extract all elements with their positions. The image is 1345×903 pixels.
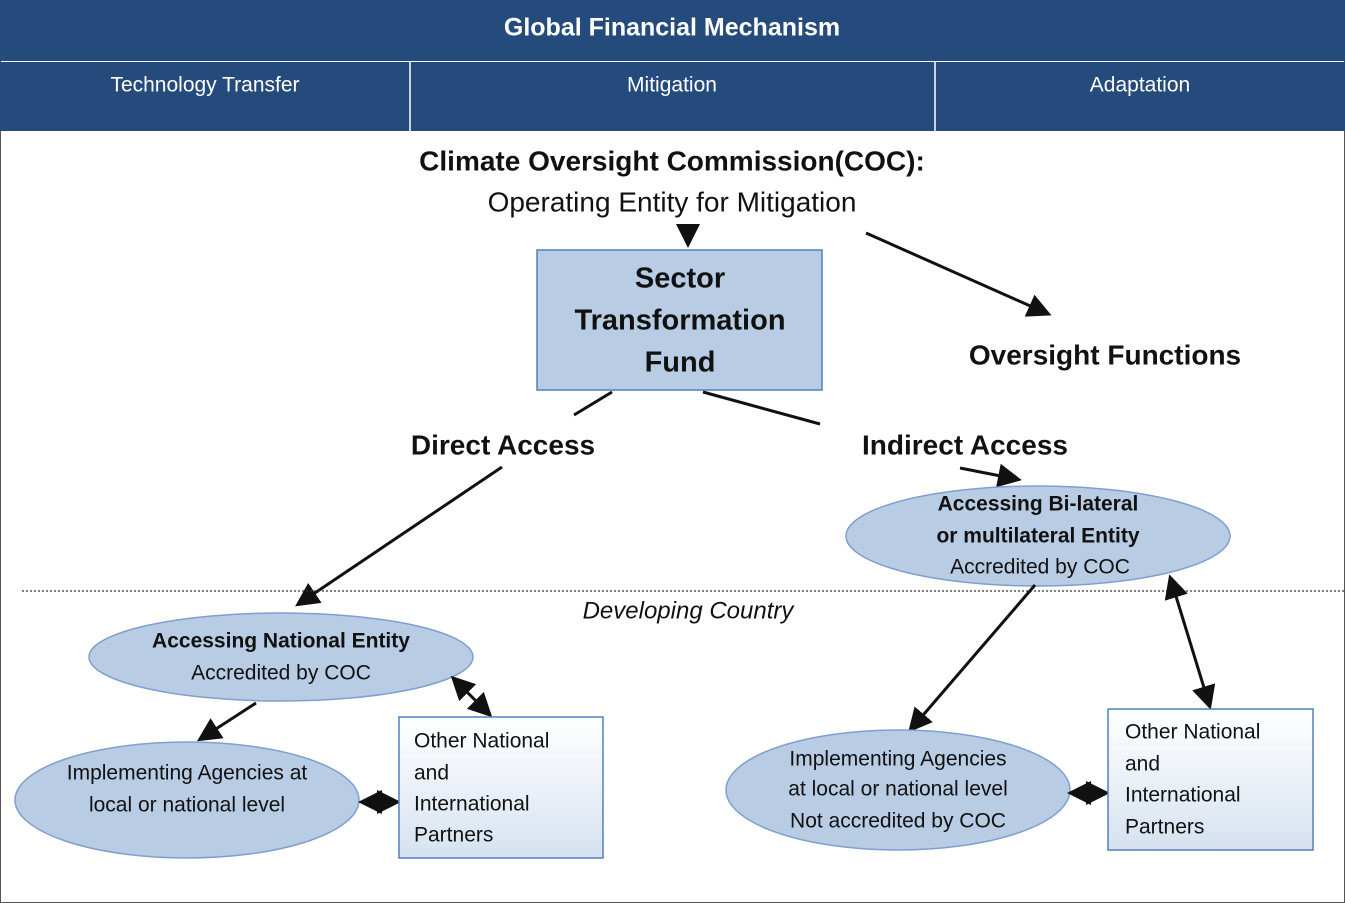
- double-arrow: [450, 675, 493, 718]
- coc-title: Climate Oversight Commission(COC):: [419, 145, 925, 176]
- fund-label: Transformation: [574, 305, 785, 337]
- bilateral-entity: [845, 485, 1231, 587]
- partners-label: Other National: [1125, 721, 1260, 744]
- partners-label: International: [1125, 784, 1241, 807]
- header-bar: [0, 0, 1345, 61]
- fund-label: Fund: [645, 347, 716, 379]
- entity-title: Accessing National Entity: [152, 630, 410, 653]
- entity-note: Accredited by COC: [950, 556, 1130, 579]
- entity-title: Accessing Bi-lateral: [938, 493, 1139, 516]
- entity-note: Accredited by COC: [191, 662, 371, 685]
- agency-label: Implementing Agencies at: [67, 762, 308, 785]
- tab: Technology Transfer: [110, 74, 299, 97]
- agency-label: Implementing Agencies: [789, 748, 1006, 771]
- tab-bar: [0, 62, 1345, 131]
- agency-label: local or national level: [89, 794, 285, 817]
- boundary-label: Developing Country: [583, 597, 796, 624]
- partners-label: Other National: [414, 730, 549, 753]
- arrow: [908, 584, 1037, 733]
- indirect-access-label: Indirect Access: [862, 429, 1068, 460]
- partners-label: Partners: [414, 824, 493, 847]
- connector: [573, 390, 613, 417]
- arrow: [196, 701, 257, 742]
- direct-access-label: Direct Access: [411, 429, 595, 460]
- fund-box: [536, 249, 823, 391]
- oversight-label: Oversight Functions: [969, 339, 1241, 370]
- header-title: Global Financial Mechanism: [504, 14, 840, 42]
- partners-label: Partners: [1125, 816, 1204, 839]
- connector: [702, 390, 821, 426]
- partners-label: International: [414, 793, 530, 816]
- entity-title: or multilateral Entity: [936, 525, 1139, 548]
- partners-box: [398, 716, 604, 859]
- coc-subtitle: Operating Entity for Mitigation: [488, 186, 857, 217]
- tab: Adaptation: [1090, 74, 1190, 97]
- arrow: [865, 231, 1052, 317]
- arrow: [295, 465, 503, 607]
- partners-box: [1107, 708, 1314, 851]
- tab: Mitigation: [627, 74, 717, 97]
- national-entity: [88, 612, 474, 702]
- arrow: [959, 463, 1022, 488]
- double-arrow: [1164, 574, 1216, 710]
- agency-label: Not accredited by COC: [790, 810, 1006, 833]
- partners-label: and: [1125, 753, 1160, 776]
- partners-label: and: [414, 762, 449, 785]
- agency-label: at local or national level: [788, 778, 1007, 801]
- fund-label: Sector: [635, 263, 725, 295]
